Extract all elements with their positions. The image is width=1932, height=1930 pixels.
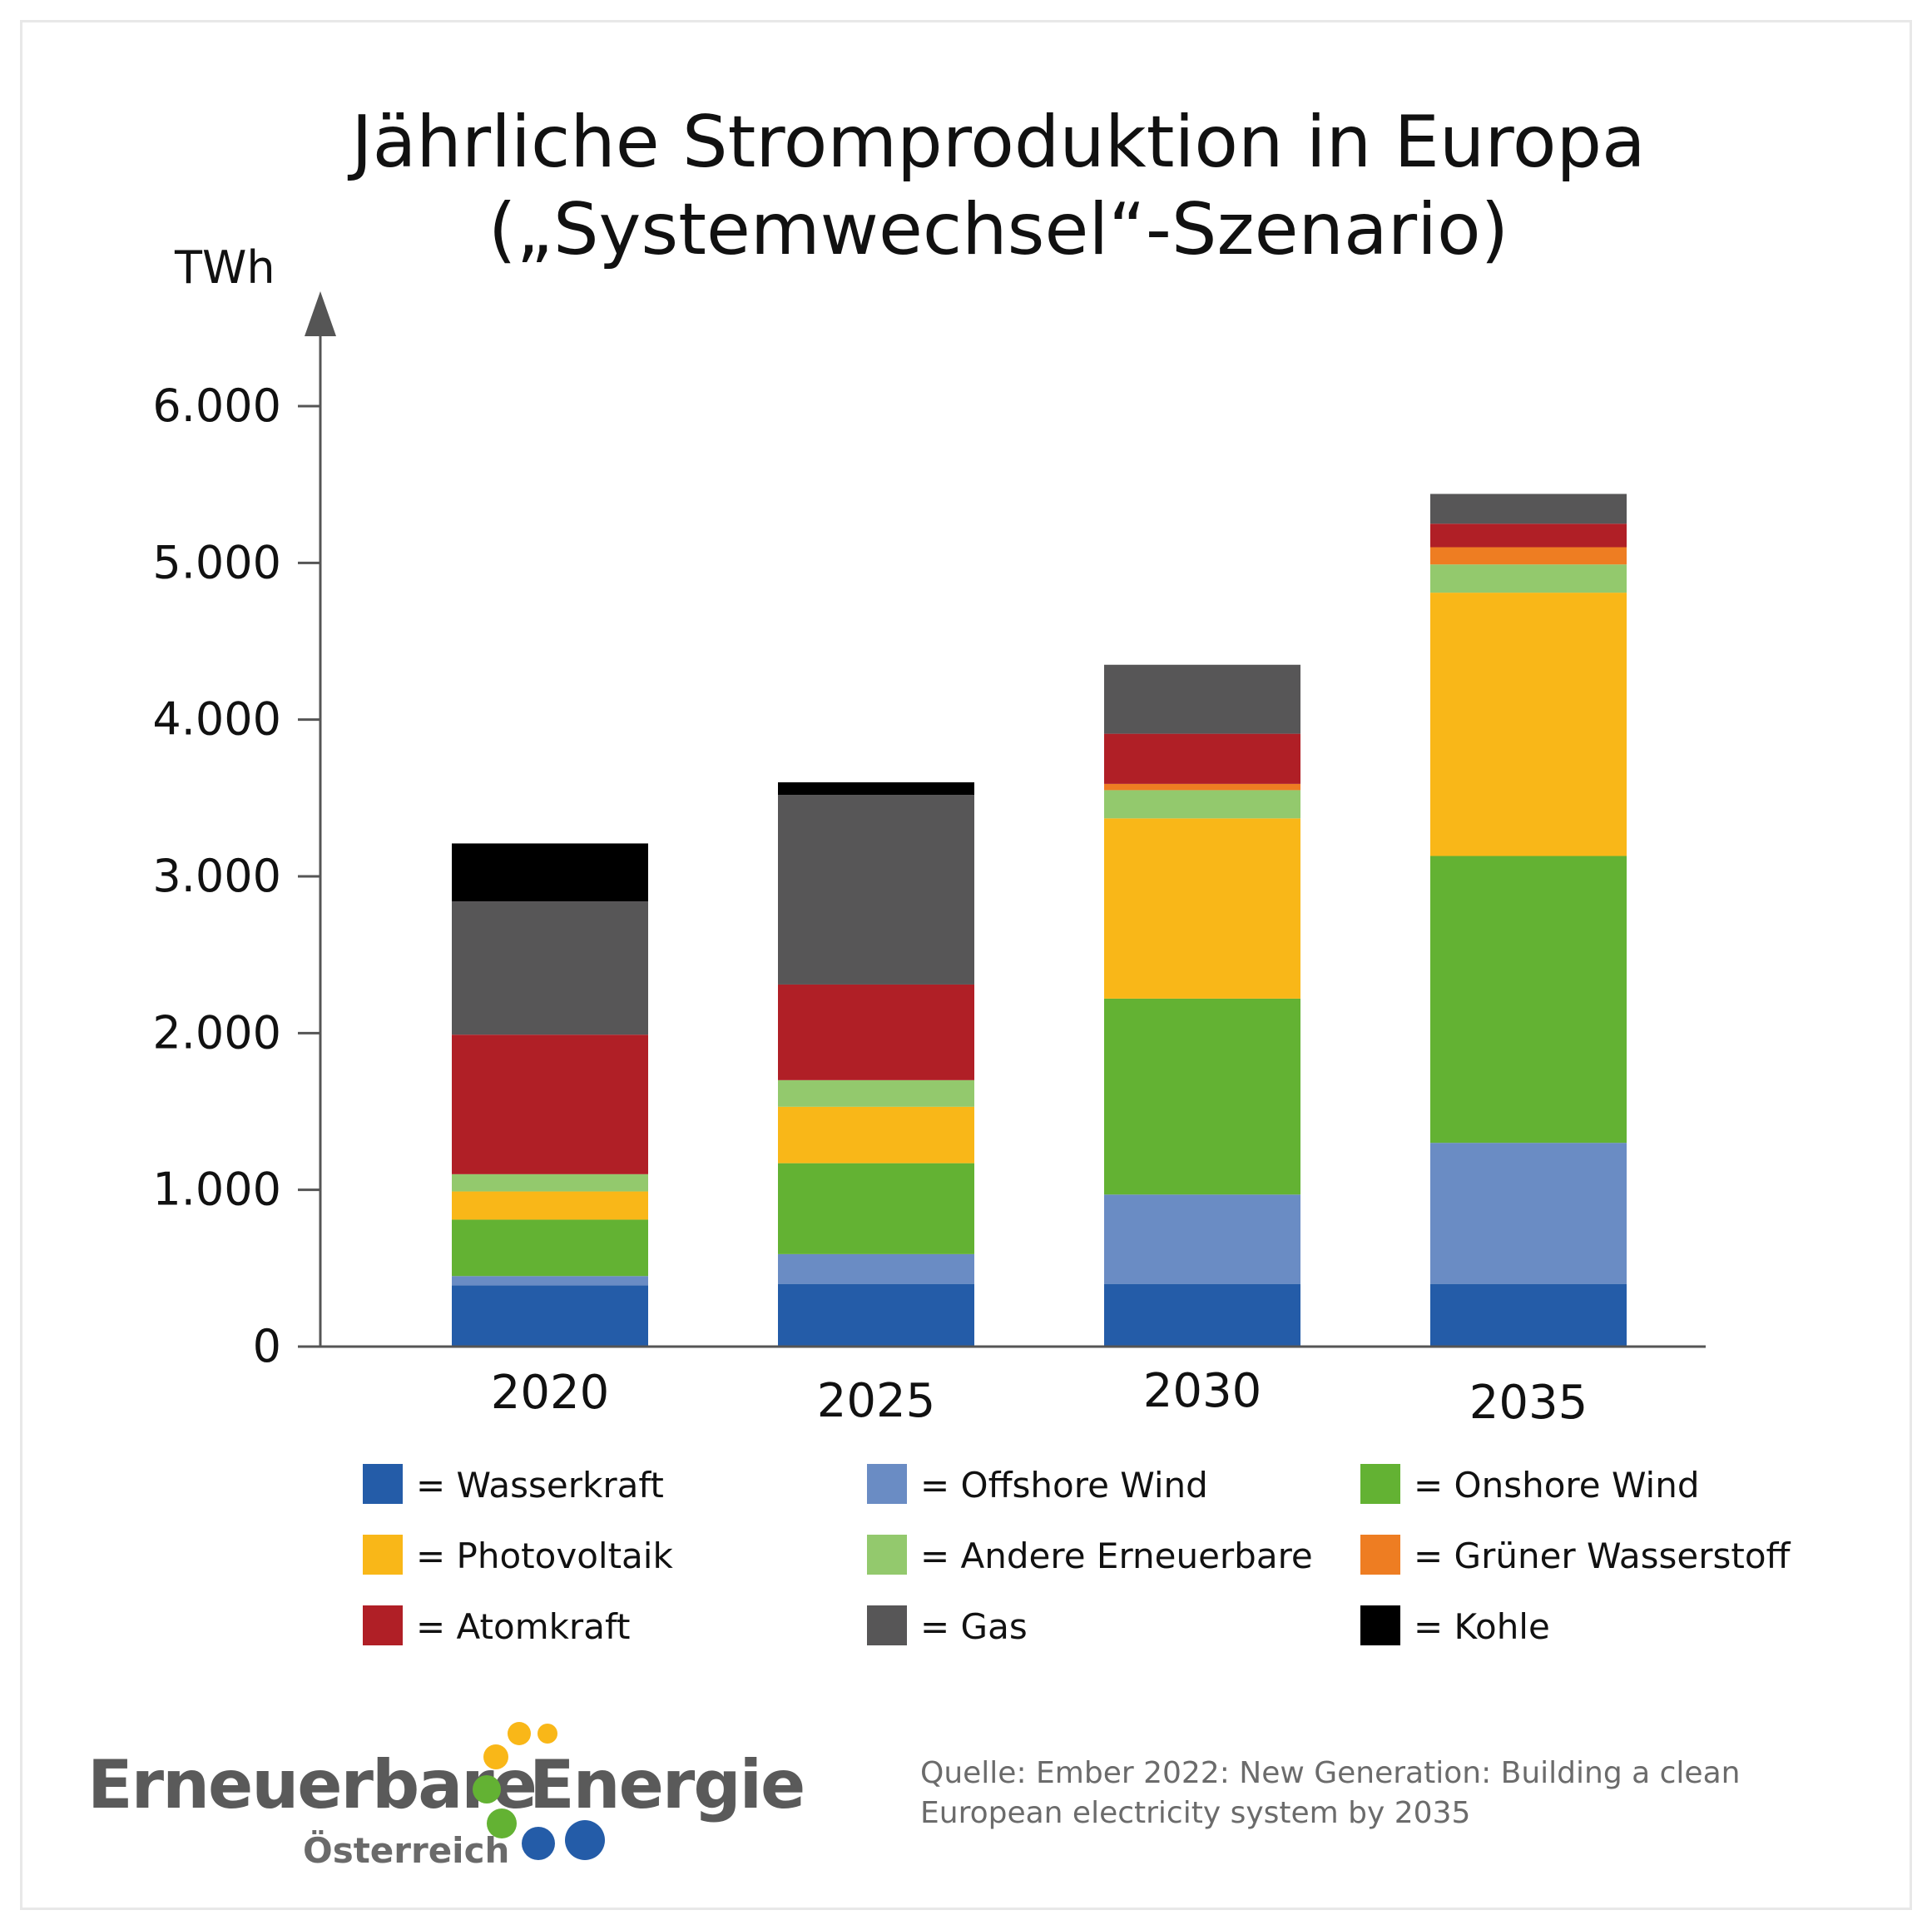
- legend-label: = Atomkraft: [416, 1606, 630, 1647]
- y-ticks: 0 1.000 2.000 3.000 4.000 5.000 6.000: [152, 380, 320, 1372]
- legend: = Wasserkraft = Offshore Wind = Onshore Wi…: [363, 1464, 1791, 1647]
- source-line-1: Quelle: Ember 2022: New Generation: Buil…: [920, 1756, 1740, 1790]
- legend-swatch: [867, 1464, 907, 1504]
- bar-segment-gas-2020: [452, 901, 648, 1035]
- legend-swatch: [867, 1605, 907, 1645]
- bar-segment-andere-erneuerbare-2035: [1430, 564, 1627, 593]
- y-tick-label: 5.000: [152, 536, 281, 588]
- legend-label: = Grüner Wasserstoff: [1414, 1536, 1791, 1576]
- bar-segment-offshore-wind-2030: [1104, 1194, 1300, 1284]
- bar-segment-gas-2030: [1104, 664, 1300, 734]
- y-tick-label: 4.000: [152, 693, 281, 746]
- legend-label: = Andere Erneuerbare: [920, 1536, 1313, 1576]
- logo: Erneuerbare Energie Österreich: [87, 1722, 805, 1871]
- legend-label: = Onshore Wind: [1414, 1465, 1700, 1506]
- bar-segment-onshore-wind-2020: [452, 1219, 648, 1277]
- bar-segment-andere-erneuerbare-2020: [452, 1173, 648, 1192]
- legend-swatch: [363, 1605, 403, 1645]
- legend-swatch: [1360, 1464, 1400, 1504]
- bar-stacks: [452, 494, 1627, 1347]
- bar-segment-offshore-wind-2025: [778, 1253, 974, 1284]
- legend-swatch: [1360, 1605, 1400, 1645]
- bar-segment-photovoltaik-2020: [452, 1191, 648, 1220]
- logo-word-energie: Energie: [529, 1746, 804, 1823]
- logo-dot-green-2: [487, 1808, 517, 1838]
- bar-segment-atomkraft-2025: [778, 984, 974, 1080]
- logo-dot-yellow-1: [483, 1744, 508, 1769]
- y-tick-label: 3.000: [152, 850, 281, 902]
- title-line-2: („Systemwechsel“-Szenario): [488, 188, 1508, 271]
- x-tick-label: 2035: [1469, 1376, 1588, 1430]
- legend-swatch: [363, 1535, 403, 1575]
- bar-segment-photovoltaik-2030: [1104, 818, 1300, 999]
- chart-title: Jährliche Stromproduktion in Europa („Sy…: [347, 101, 1646, 271]
- legend-swatch: [363, 1464, 403, 1504]
- x-tick-label: 2030: [1143, 1364, 1262, 1418]
- bar-segment-onshore-wind-2030: [1104, 998, 1300, 1195]
- bar-segment-atomkraft-2020: [452, 1034, 648, 1174]
- bar-segment-wasserkraft-2025: [778, 1283, 974, 1347]
- bar-segment-gas-2035: [1430, 494, 1627, 524]
- legend-swatch: [867, 1535, 907, 1575]
- bar-segment-photovoltaik-2025: [778, 1106, 974, 1163]
- bar-segment-onshore-wind-2025: [778, 1163, 974, 1254]
- bar-segment-photovoltaik-2035: [1430, 593, 1627, 856]
- logo-word-erneuerbare: Erneuerbare: [87, 1746, 536, 1823]
- bar-segment-wasserkraft-2020: [452, 1285, 648, 1347]
- legend-label: = Offshore Wind: [920, 1465, 1208, 1506]
- y-tick-label: 6.000: [152, 380, 281, 432]
- x-tick-label: 2020: [491, 1366, 610, 1420]
- bar-segment-andere-erneuerbare-2030: [1104, 790, 1300, 819]
- bar-segment-kohle-2020: [452, 843, 648, 902]
- logo-dot-green-1: [473, 1775, 501, 1803]
- bar-segment-grüner-wasserstoff-2035: [1430, 547, 1627, 565]
- bar-segment-grüner-wasserstoff-2030: [1104, 783, 1300, 791]
- y-tick-label: 0: [253, 1320, 281, 1372]
- y-axis-arrow: [305, 291, 336, 336]
- logo-subtitle: Österreich: [303, 1829, 509, 1871]
- legend-label: = Gas: [920, 1606, 1028, 1647]
- bar-segment-kohle-2025: [778, 782, 974, 796]
- bar-segment-atomkraft-2035: [1430, 523, 1627, 548]
- logo-dot-yellow-2: [508, 1722, 531, 1745]
- logo-dot-blue-2: [565, 1820, 605, 1860]
- x-tick-labels: 2020 2025 2030 2035: [491, 1364, 1588, 1430]
- y-tick-label: 1.000: [152, 1163, 281, 1216]
- title-line-1: Jährliche Stromproduktion in Europa: [347, 101, 1646, 184]
- legend-swatch: [1360, 1535, 1400, 1575]
- bar-segment-gas-2025: [778, 795, 974, 985]
- legend-label: = Photovoltaik: [416, 1536, 673, 1576]
- source-line-2: European electricity system by 2035: [920, 1796, 1470, 1830]
- logo-dot-yellow-3: [537, 1724, 557, 1744]
- y-axis-unit-label: TWh: [174, 241, 275, 294]
- x-tick-label: 2025: [817, 1374, 936, 1428]
- bar-segment-andere-erneuerbare-2025: [778, 1079, 974, 1107]
- bar-segment-wasserkraft-2035: [1430, 1283, 1627, 1347]
- logo-dot-blue-1: [522, 1827, 555, 1860]
- bar-segment-onshore-wind-2035: [1430, 856, 1627, 1144]
- legend-label: = Kohle: [1414, 1606, 1550, 1647]
- bar-segment-wasserkraft-2030: [1104, 1283, 1300, 1347]
- legend-label: = Wasserkraft: [416, 1465, 664, 1506]
- y-tick-label: 2.000: [152, 1006, 281, 1059]
- bar-segment-offshore-wind-2020: [452, 1276, 648, 1286]
- source-note: Quelle: Ember 2022: New Generation: Buil…: [920, 1756, 1740, 1830]
- bar-segment-offshore-wind-2035: [1430, 1143, 1627, 1284]
- bar-segment-atomkraft-2030: [1104, 733, 1300, 784]
